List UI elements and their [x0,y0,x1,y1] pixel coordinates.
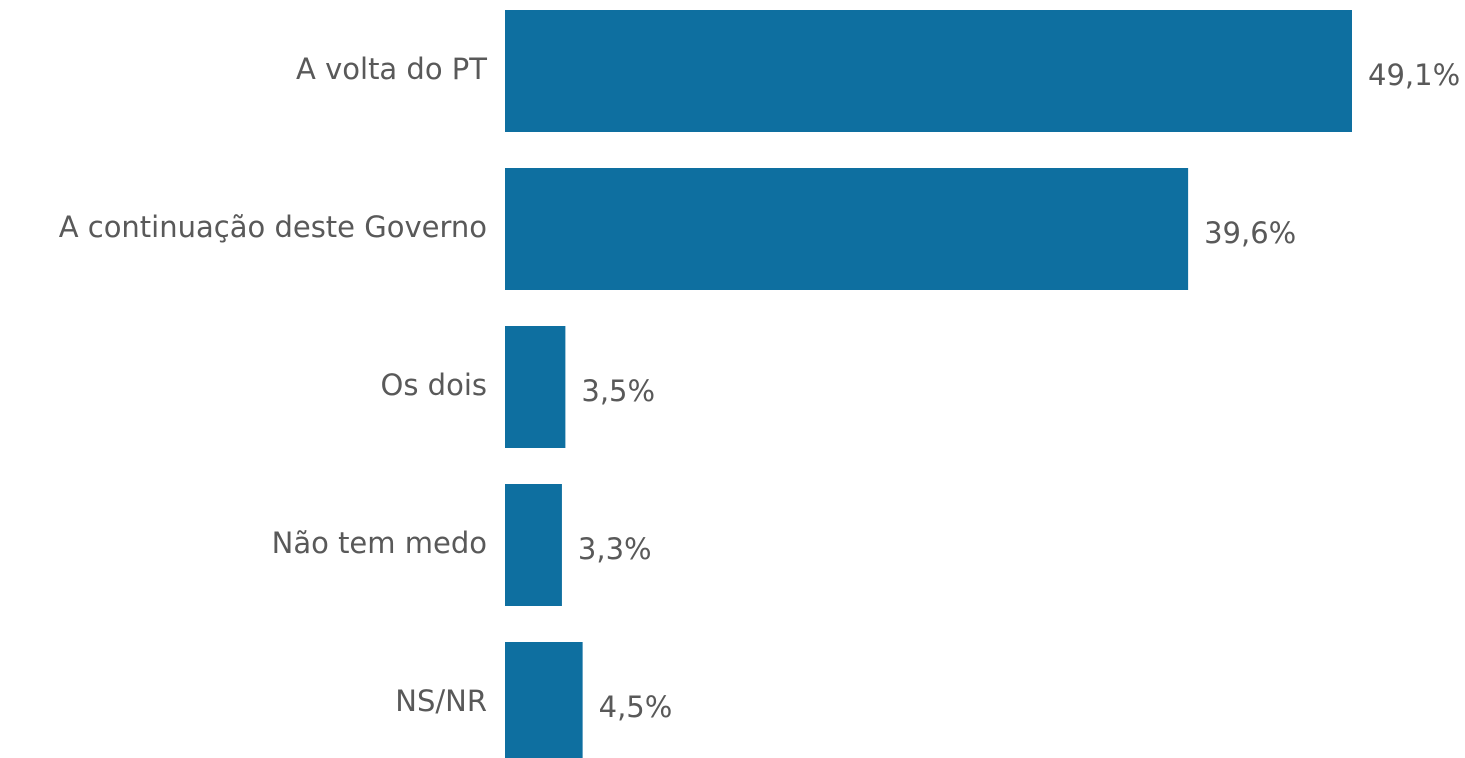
category-label: A continuação deste Governo [59,210,487,244]
category-label: A volta do PT [296,52,487,86]
value-label: 3,5% [581,374,655,408]
bar [505,168,1189,290]
bar [505,642,583,758]
value-label: 39,6% [1204,216,1296,250]
bar [505,484,562,606]
bar [505,326,566,448]
category-label: Os dois [381,368,487,402]
value-label: 4,5% [599,690,673,724]
value-label: 3,3% [578,532,652,566]
value-label: 49,1% [1368,58,1460,92]
bar [505,10,1352,132]
category-label: NS/NR [395,684,487,718]
category-label: Não tem medo [272,526,487,560]
